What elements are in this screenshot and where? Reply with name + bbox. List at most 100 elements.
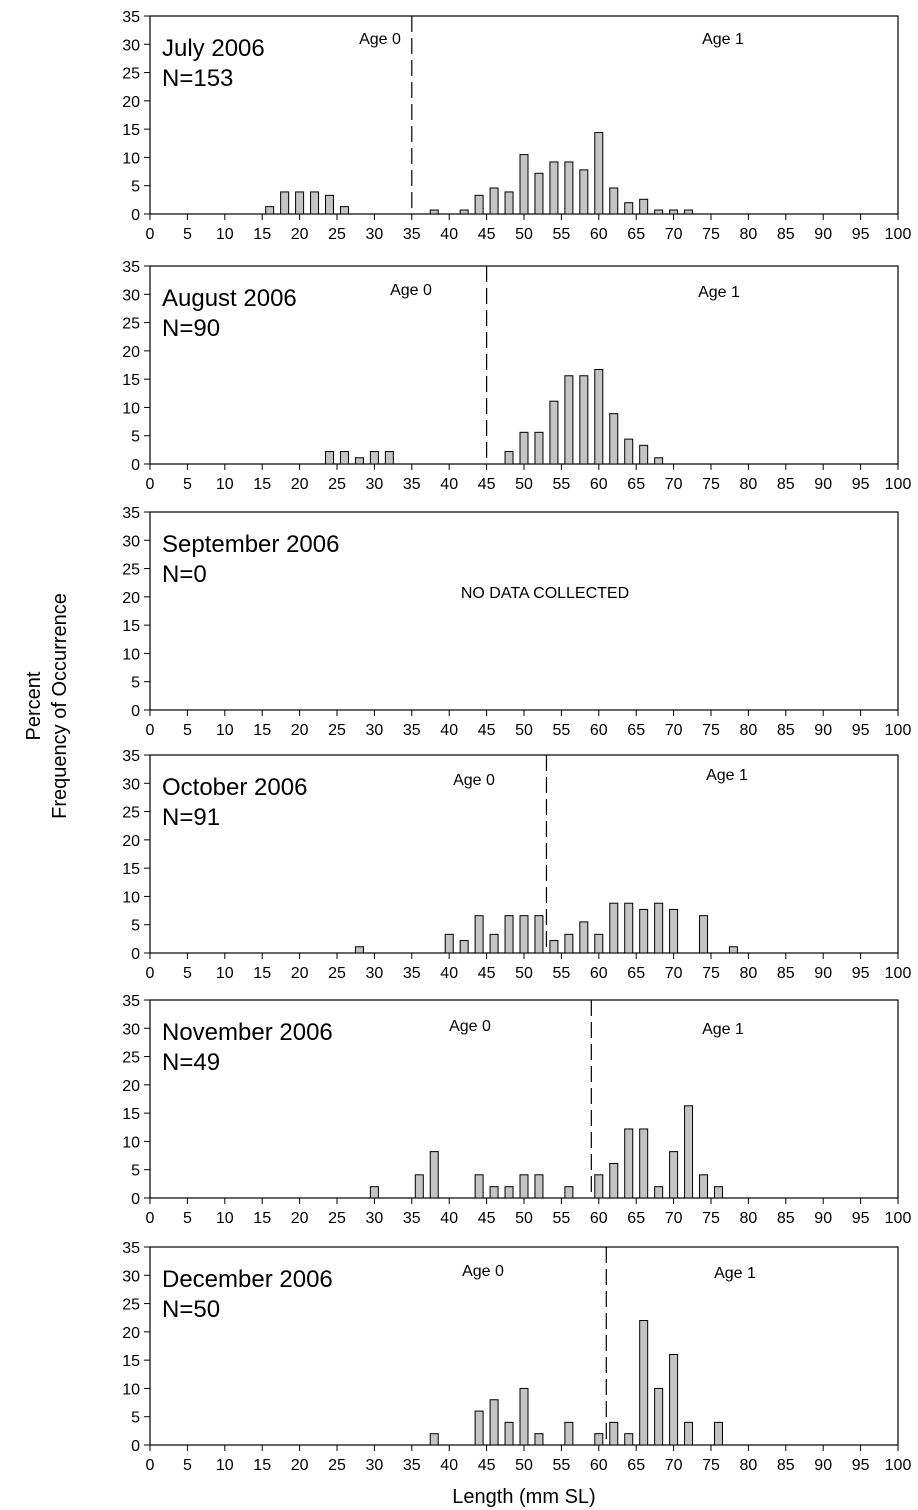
age-0-label: Age 0 <box>462 1263 504 1280</box>
x-tick-label: 65 <box>627 1210 645 1227</box>
y-tick-label: 25 <box>122 1050 140 1067</box>
x-tick-label: 10 <box>216 722 234 739</box>
bar <box>325 194 335 215</box>
x-tick-label: 5 <box>183 1457 192 1474</box>
y-tick-label: 10 <box>122 1134 140 1151</box>
bar <box>534 1433 544 1446</box>
x-tick-label: 45 <box>478 965 496 982</box>
bar <box>459 209 469 215</box>
y-tick-label: 10 <box>122 400 140 417</box>
x-tick-label: 100 <box>885 722 912 739</box>
y-tick-label: 0 <box>131 1191 140 1208</box>
x-tick-label: 10 <box>216 226 234 243</box>
x-tick-label: 20 <box>291 226 309 243</box>
age-1-label: Age 1 <box>702 31 744 48</box>
x-tick-label: 45 <box>478 722 496 739</box>
sample-size: N=153 <box>162 65 233 92</box>
y-tick-label: 5 <box>131 1410 140 1427</box>
x-tick-label: 80 <box>740 1210 758 1227</box>
bar <box>534 1174 544 1199</box>
x-tick-label: 30 <box>366 1457 384 1474</box>
x-tick-label: 60 <box>590 1210 608 1227</box>
y-axis-title-line2: Frequency of Occurrence <box>49 593 71 819</box>
y-tick-label: 35 <box>122 748 140 765</box>
x-tick-label: 0 <box>146 1457 155 1474</box>
x-tick-label: 25 <box>328 476 346 493</box>
y-tick-label: 15 <box>122 618 140 635</box>
bar <box>489 187 499 215</box>
y-tick-label: 30 <box>122 37 140 54</box>
bar <box>384 451 394 465</box>
x-tick-label: 75 <box>702 1210 720 1227</box>
x-tick-label: 5 <box>183 722 192 739</box>
bar <box>295 191 305 215</box>
x-tick-label: 40 <box>440 226 458 243</box>
bar <box>444 933 454 954</box>
x-tick-label: 0 <box>146 965 155 982</box>
x-tick-label: 50 <box>515 1210 533 1227</box>
y-tick-label: 15 <box>122 122 140 139</box>
x-tick-label: 10 <box>216 476 234 493</box>
x-tick-label: 90 <box>814 722 832 739</box>
y-tick-label: 30 <box>122 1268 140 1285</box>
age-0-label: Age 0 <box>390 282 432 299</box>
y-tick-label: 35 <box>122 505 140 522</box>
x-tick-label: 40 <box>440 1210 458 1227</box>
bar <box>534 431 544 465</box>
bar <box>579 921 589 954</box>
y-tick-label: 15 <box>122 1353 140 1370</box>
bar <box>669 1353 679 1446</box>
bar <box>325 451 335 465</box>
y-axis-title-line1: Percent <box>23 671 45 740</box>
x-tick-label: 20 <box>291 722 309 739</box>
x-tick-label: 70 <box>665 1457 683 1474</box>
x-axis-title: Length (mm SL) <box>452 1486 595 1508</box>
x-tick-label: 85 <box>777 1210 795 1227</box>
x-tick-label: 35 <box>403 476 421 493</box>
bar <box>594 1174 604 1199</box>
bar <box>534 915 544 954</box>
bar <box>549 161 559 215</box>
x-tick-label: 100 <box>885 226 912 243</box>
bar <box>728 946 738 954</box>
chart-panel: 0 5 10 15 20 25 30 35 0 5 10 15 20 25 30 35 40 45 50 55 60 65… <box>122 748 911 982</box>
bar <box>489 933 499 954</box>
bar <box>474 1174 484 1199</box>
x-tick-label: 25 <box>328 965 346 982</box>
bar <box>609 1421 619 1446</box>
x-tick-label: 80 <box>740 965 758 982</box>
chart-panel: 0 5 10 15 20 25 30 35 0 5 10 15 20 25 30 35 40 45 50 55 60 65… <box>122 505 911 739</box>
bar <box>534 172 544 215</box>
bar <box>504 451 514 465</box>
x-tick-label: 55 <box>553 476 571 493</box>
bar <box>504 1186 514 1199</box>
bar <box>684 1105 694 1199</box>
bar <box>624 902 634 954</box>
x-tick-label: 65 <box>627 1457 645 1474</box>
x-tick-label: 30 <box>366 1210 384 1227</box>
bar <box>414 1174 424 1199</box>
age-0-label: Age 0 <box>359 31 401 48</box>
y-tick-label: 10 <box>122 889 140 906</box>
y-tick-label: 20 <box>122 590 140 607</box>
panel-title: October 2006 <box>162 774 307 801</box>
y-tick-label: 30 <box>122 1021 140 1038</box>
bar <box>280 191 290 215</box>
bar <box>669 908 679 954</box>
bar <box>310 191 320 215</box>
x-tick-label: 85 <box>777 226 795 243</box>
age-0-label: Age 0 <box>449 1018 491 1035</box>
bar <box>519 431 529 465</box>
x-tick-label: 10 <box>216 1457 234 1474</box>
x-tick-label: 90 <box>814 226 832 243</box>
y-tick-label: 30 <box>122 287 140 304</box>
chart-panel: 0 5 10 15 20 25 30 35 0 5 10 15 20 25 30 35 40 45 50 55 60 65… <box>122 1240 911 1474</box>
x-tick-label: 30 <box>366 722 384 739</box>
age-1-label: Age 1 <box>702 1021 744 1038</box>
bar <box>474 194 484 215</box>
y-tick-label: 5 <box>131 1163 140 1180</box>
x-tick-label: 15 <box>253 476 271 493</box>
y-tick-label: 5 <box>131 429 140 446</box>
x-tick-label: 95 <box>852 1210 870 1227</box>
y-tick-label: 10 <box>122 150 140 167</box>
